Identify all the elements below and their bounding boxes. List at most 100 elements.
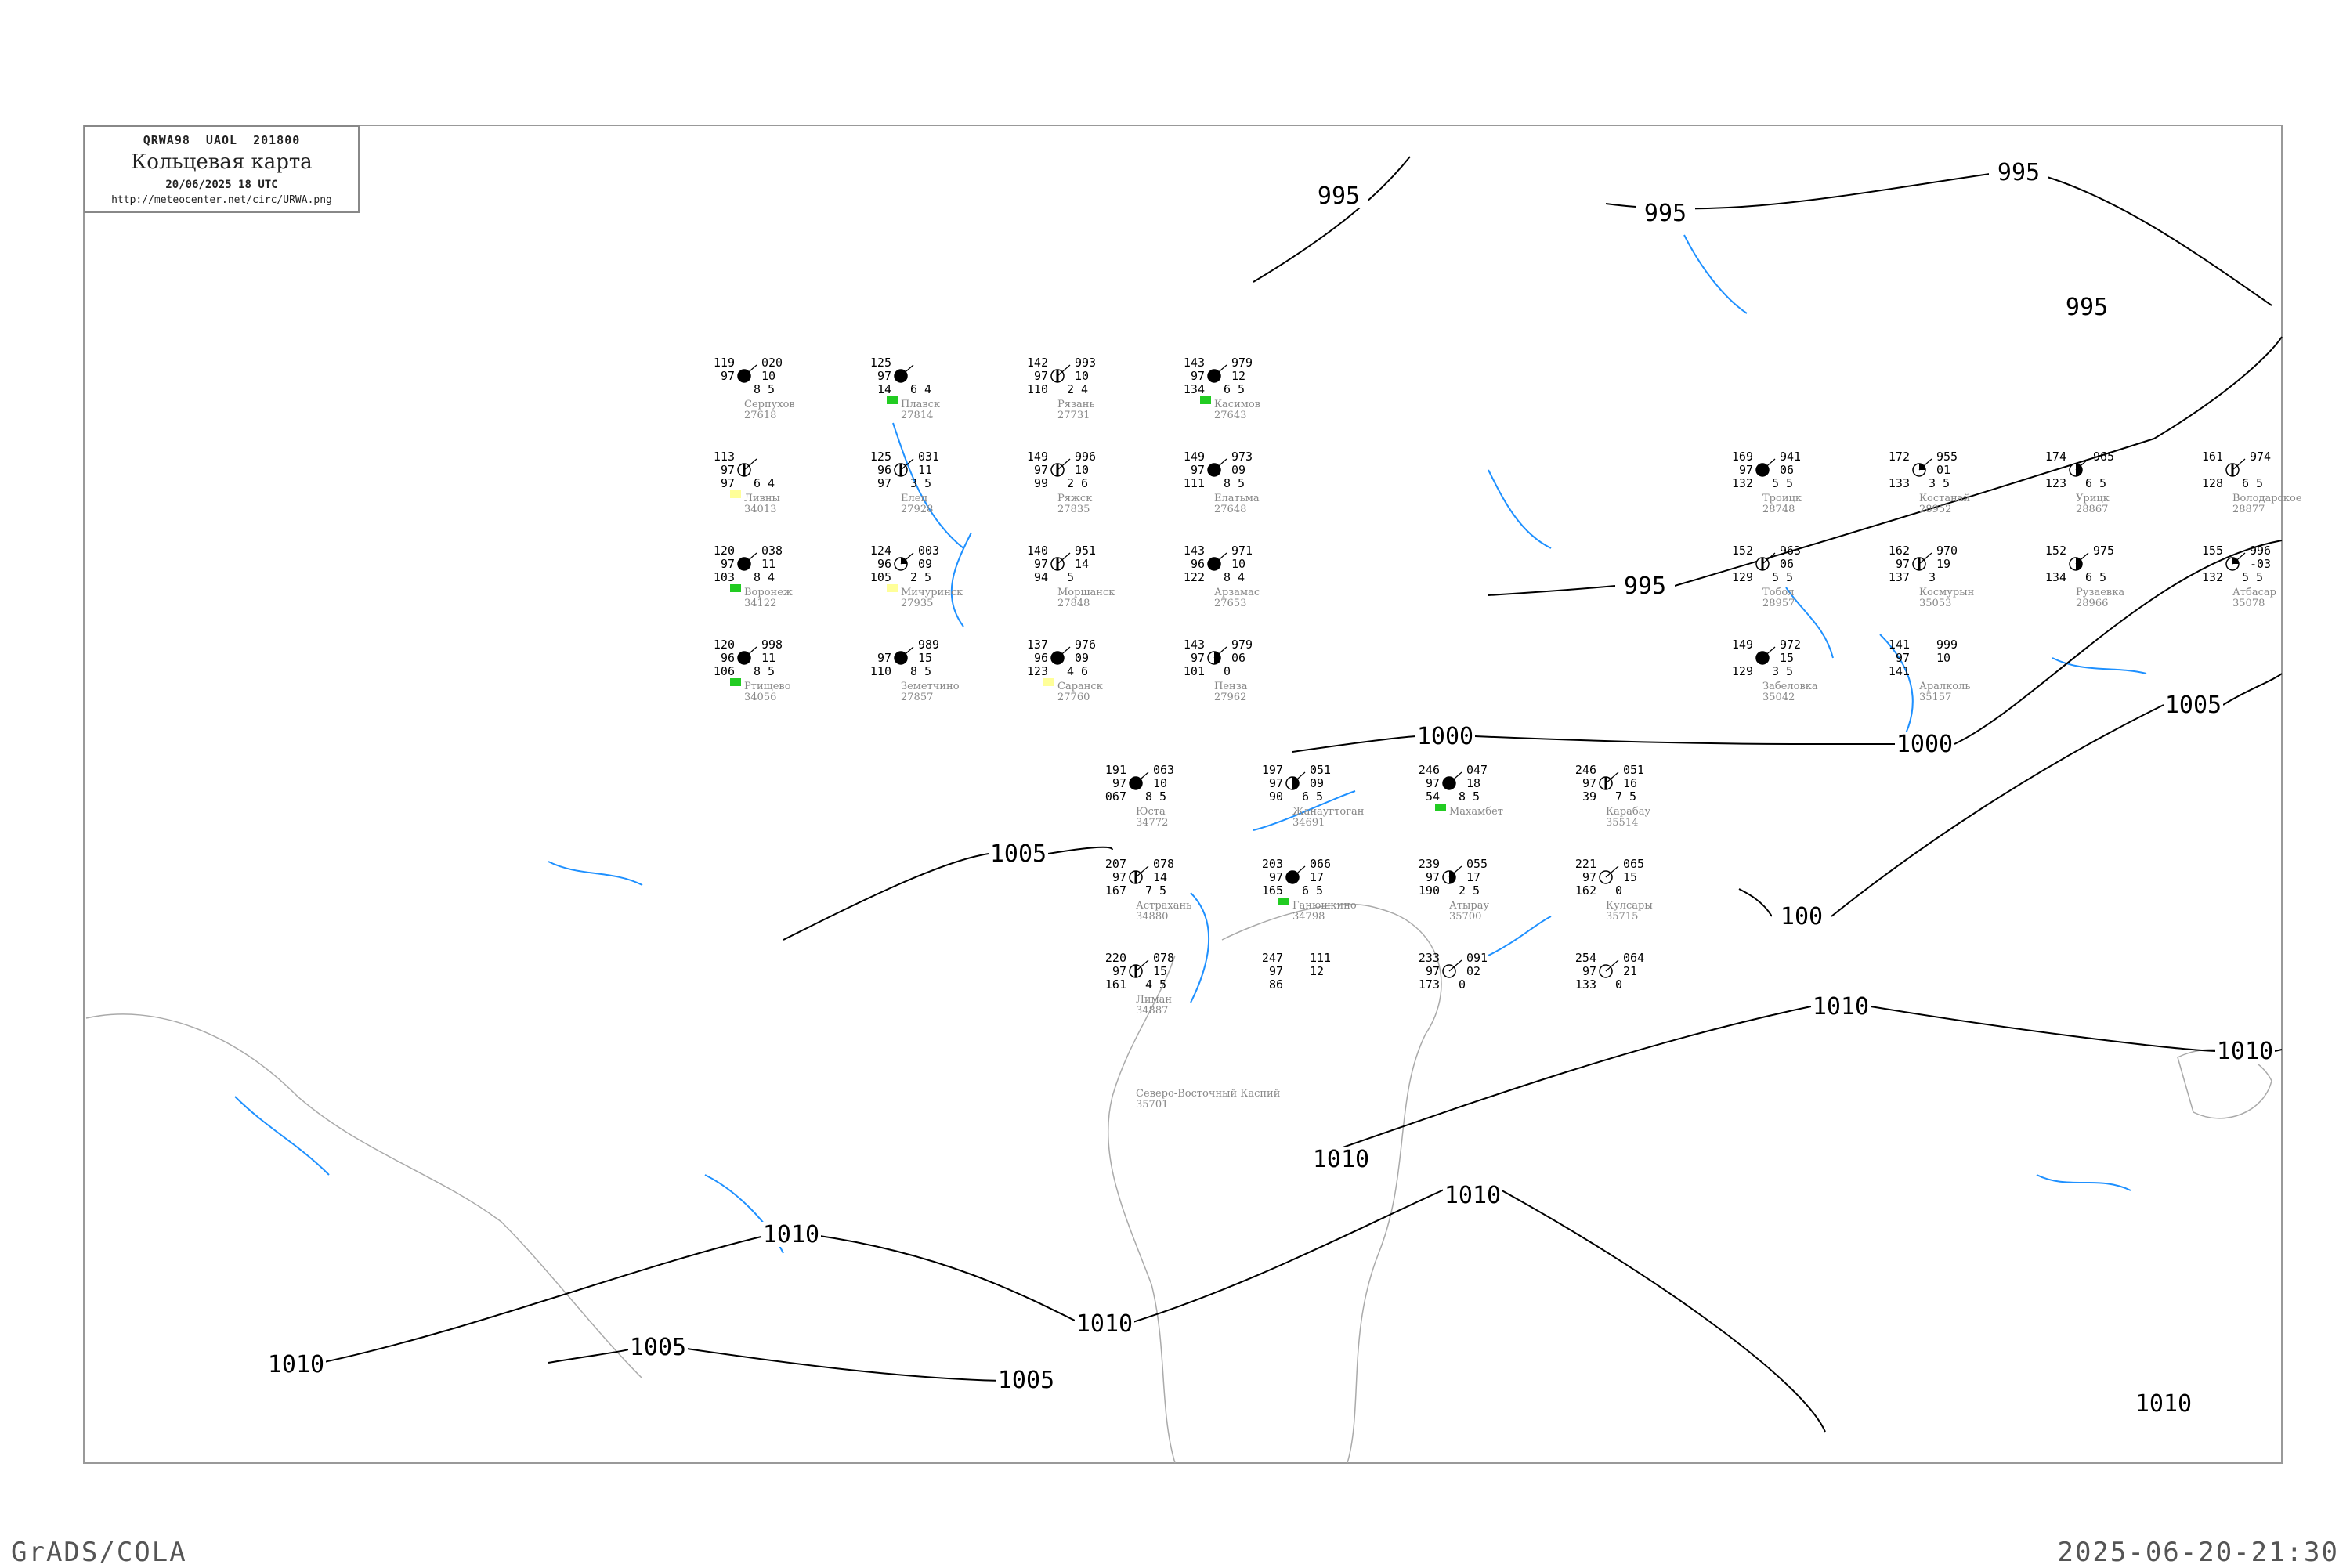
station-temp: 120 (714, 638, 735, 652)
station-dewpoint: 162 (1575, 883, 1596, 898)
station-visibility: 97 (1269, 870, 1283, 884)
station-dewpoint: 173 (1419, 977, 1440, 992)
station-temp: 162 (1889, 544, 1910, 558)
station-cloud-code: 8 5 (1224, 476, 1245, 490)
station-visibility: 97 (1034, 463, 1048, 477)
black-sea-coast (85, 1013, 643, 1379)
station-temp: 113 (714, 450, 735, 464)
station-index: 27935 (901, 598, 933, 609)
station-dewpoint: 133 (1889, 476, 1910, 490)
station-dewpoint: 123 (2045, 476, 2066, 490)
river (1683, 234, 1748, 314)
station-tendency: 18 (1466, 776, 1480, 790)
isobar-label: 1010 (268, 1351, 324, 1378)
station-visibility: 97 (1191, 369, 1205, 383)
station-visibility: 97 (1269, 964, 1283, 978)
river (1190, 892, 1209, 1003)
station-index: 35514 (1606, 817, 1638, 829)
station-visibility: 96 (1034, 651, 1048, 665)
station-dewpoint: 110 (870, 664, 891, 678)
station-temp: 149 (1732, 638, 1753, 652)
station-cloud-code: 0 (1615, 883, 1622, 898)
cloud-half-icon (2076, 558, 2082, 570)
station-name: Ливны (744, 493, 780, 504)
station-index: 34691 (1292, 817, 1325, 829)
station-cloud-code: 8 5 (910, 664, 931, 678)
isobar-995 (1253, 156, 2272, 306)
station-name: Карабау (1606, 806, 1650, 818)
station-temp: 254 (1575, 951, 1596, 965)
station-temp: 155 (2202, 544, 2223, 558)
station-cloud-code: 6 5 (2085, 570, 2106, 584)
isobar-1010-south (313, 1187, 1826, 1433)
isobar-label: 100 (1781, 903, 1823, 930)
isobar-label-bg (1615, 573, 1675, 598)
station-visibility: 97 (1112, 776, 1126, 790)
station-temp: 137 (1027, 638, 1048, 652)
isobar-label: 1010 (1076, 1310, 1133, 1338)
station-pressure: 975 (2093, 544, 2114, 558)
station-pressure: 972 (1780, 638, 1801, 652)
station-name: Касимов (1214, 399, 1260, 410)
station-temp: 119 (714, 356, 735, 370)
station-dewpoint: 97 (877, 476, 891, 490)
isobar-1005-south (548, 1347, 1003, 1382)
river (1488, 916, 1552, 956)
station-cloud-code: 3 5 (1929, 476, 1950, 490)
station-dewpoint: 122 (1184, 570, 1205, 584)
station-tendency: 15 (918, 651, 932, 665)
station-tendency: 02 (1466, 964, 1480, 978)
station-tendency: 15 (1153, 964, 1167, 978)
wind-barb-icon (1605, 959, 1619, 972)
station-name: Лиман (1136, 994, 1172, 1006)
station-cloud-code: 6 5 (1302, 789, 1323, 804)
station-temp: 221 (1575, 857, 1596, 871)
station-name: Астрахань (1136, 900, 1191, 912)
isobar-label-bg (1311, 1147, 1371, 1172)
station-temp: 152 (2045, 544, 2066, 558)
station-pressure: 051 (1310, 763, 1331, 777)
station-cloud-code: 4 6 (1067, 664, 1088, 678)
station-dewpoint: 99 (1034, 476, 1048, 490)
station-tendency: 14 (1153, 870, 1167, 884)
